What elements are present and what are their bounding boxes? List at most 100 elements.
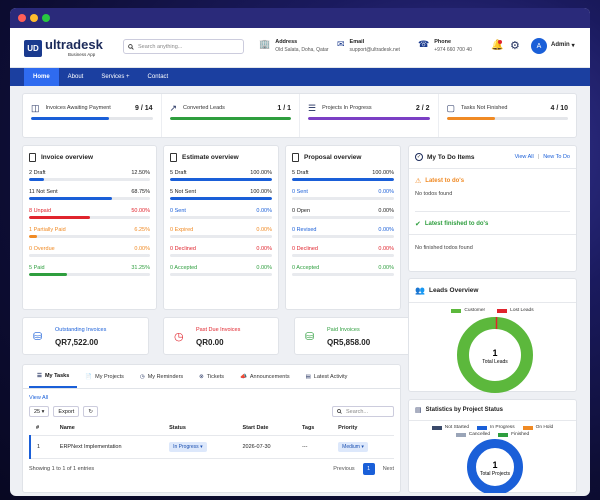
overview-row-percent: 50.00% <box>131 208 150 214</box>
overview-row[interactable]: 5 Not Sent 100.00% <box>164 189 278 200</box>
global-search[interactable]: Search anything... <box>123 39 244 54</box>
bar-chart-icon: ▤ <box>415 407 422 414</box>
overview-row-text: 0 Sent 0.00% <box>170 208 272 214</box>
pagination-page[interactable]: 1 <box>362 463 375 475</box>
notification-bell-icon[interactable]: 🔔 <box>491 40 504 51</box>
stat-row: ◫ Invoices Awaiting Payment 9 / 14 <box>23 101 161 115</box>
avatar[interactable]: A <box>531 38 547 54</box>
pie-center-value: 1 <box>492 460 497 470</box>
task-tags: --- <box>295 435 333 459</box>
export-button[interactable]: Export <box>53 406 80 417</box>
column-header[interactable]: Start Date <box>236 421 296 436</box>
close-window-button[interactable] <box>18 14 26 22</box>
overview-progress-bar <box>292 273 394 276</box>
overview-row[interactable]: 8 Unpaid 50.00% <box>23 208 156 219</box>
maximize-window-button[interactable] <box>42 14 50 22</box>
pie-slice-in-progress[interactable] <box>467 439 523 493</box>
overview-row[interactable]: 0 Open 0.00% <box>286 208 400 219</box>
overview-row[interactable]: 0 Declined 0.00% <box>164 246 278 257</box>
overview-row[interactable]: 0 Accepted 0.00% <box>164 265 278 276</box>
column-header[interactable]: Status <box>163 421 237 436</box>
tab-label: My Reminders <box>147 373 184 380</box>
legend-item[interactable]: Cancelled <box>455 432 490 437</box>
phone-value[interactable]: +974 660 700 40 <box>434 47 472 53</box>
email-value[interactable]: support@ultradesk.net <box>349 47 400 53</box>
overview-progress-bar <box>292 254 394 257</box>
overview-row-label: 5 Draft <box>170 170 187 176</box>
legend-item[interactable]: Customer <box>451 308 485 313</box>
legend-item[interactable]: Lost Leads <box>497 308 534 313</box>
nav-about[interactable]: About <box>67 74 84 80</box>
overview-row[interactable]: 5 Draft 100.00% <box>286 170 400 181</box>
stat-item[interactable]: ◫ Invoices Awaiting Payment 9 / 14 <box>23 94 162 137</box>
overview-row-text: 8 Unpaid 50.00% <box>29 208 150 214</box>
gear-icon[interactable]: ⚙ <box>510 40 520 52</box>
tab-tickets[interactable]: ⊗ Tickets <box>191 365 232 388</box>
overview-row[interactable]: 0 Expired 0.00% <box>164 227 278 238</box>
overview-row[interactable]: 0 Accepted 0.00% <box>286 265 400 276</box>
amount-value: QR7,522.00 <box>55 338 99 347</box>
tab-latest-activity[interactable]: ▤ Latest Activity <box>298 365 356 388</box>
task-status-dropdown[interactable]: In Progress ▾ <box>169 442 207 452</box>
todo-view-all-link[interactable]: View All <box>514 154 534 160</box>
refresh-button[interactable]: ↻ <box>83 406 98 417</box>
pie-slice-customer[interactable] <box>457 317 533 393</box>
amount-card[interactable]: ⛁ Outstanding Invoices QR7,522.00 <box>22 317 149 355</box>
stat-item[interactable]: ☰ Projects In Progress 2 / 2 <box>300 94 439 137</box>
overview-row[interactable]: 5 Draft 100.00% <box>164 170 278 181</box>
column-header[interactable]: Tags <box>295 421 333 436</box>
tab-my-reminders[interactable]: ◷ My Reminders <box>132 365 191 388</box>
overview-row[interactable]: 1 Partially Paid 6.25% <box>23 227 156 238</box>
tasks-search-input[interactable]: Search... <box>332 406 394 417</box>
pagination-previous[interactable]: Previous <box>333 466 355 472</box>
stat-item[interactable]: ↗ Converted Leads 1 / 1 <box>162 94 300 137</box>
tab-announcements[interactable]: 📣 Announcements <box>232 365 298 388</box>
stat-item[interactable]: ▢ Tasks Not Finished 4 / 10 <box>439 94 577 137</box>
nav-services[interactable]: Services + <box>101 74 130 80</box>
overview-row[interactable]: 0 Declined 0.00% <box>286 246 400 257</box>
task-start-date: 2026-07-30 <box>236 435 296 459</box>
tab-my-tasks[interactable]: ☰ My Tasks <box>29 365 78 388</box>
legend-item[interactable]: In Progress <box>477 425 515 430</box>
pagination-next[interactable]: Next <box>382 466 394 472</box>
overview-row[interactable]: 0 Overdue 0.00% <box>23 246 156 257</box>
overview-row[interactable]: 11 Not Sent 68.75% <box>23 189 156 200</box>
overview-row[interactable]: 0 Sent 0.00% <box>164 208 278 219</box>
page-size-select[interactable]: 25 ▾ <box>29 406 50 417</box>
new-todo-link[interactable]: New To Do <box>543 154 570 160</box>
overview-progress-fill <box>292 178 394 181</box>
overview-row[interactable]: 2 Draft 12.50% <box>23 170 156 181</box>
overview-row-text: 0 Revised 0.00% <box>292 227 394 233</box>
document-icon <box>170 153 177 162</box>
legend-item[interactable]: On Hold <box>522 425 553 430</box>
minimize-window-button[interactable] <box>30 14 38 22</box>
column-header[interactable]: Priority <box>332 421 394 436</box>
warning-icon: ⚠ <box>415 178 422 185</box>
table-row[interactable]: 1 ERPNext Implementation In Progress ▾ 2026… <box>29 435 394 459</box>
amount-card[interactable]: ◷ Past Due Invoices QR0.00 <box>163 317 279 355</box>
overview-row[interactable]: 5 Paid 31.25% <box>23 265 156 276</box>
nav-contact[interactable]: Contact <box>147 74 169 80</box>
task-priority-dropdown[interactable]: Medium ▾ <box>338 442 368 452</box>
task-name[interactable]: ERPNext Implementation <box>53 435 164 459</box>
user-menu[interactable]: Admin ▾ <box>551 42 575 49</box>
overview-progress-bar <box>170 273 272 276</box>
estimate-overview-card: Estimate overview 5 Draft 100.00% 5 Not Se… <box>163 145 279 310</box>
amount-card[interactable]: ⛁ Paid Invoices QR5,858.00 <box>294 317 413 355</box>
tasks-view-all-link[interactable]: View All <box>29 395 49 401</box>
overview-row-percent: 0.00% <box>256 208 272 214</box>
column-header[interactable]: Name <box>53 421 164 436</box>
column-header[interactable]: # <box>30 421 54 436</box>
overview-row-label: 0 Accepted <box>292 265 320 271</box>
overview-row-label: 0 Overdue <box>29 246 55 252</box>
overview-row[interactable]: 0 Sent 0.00% <box>286 189 400 200</box>
legend-item[interactable]: Finished <box>498 432 529 437</box>
legend-swatch <box>455 432 466 437</box>
overview-row[interactable]: 0 Revised 0.00% <box>286 227 400 238</box>
legend-item[interactable]: Not Started <box>431 425 469 430</box>
logo-mark[interactable]: UD <box>24 40 42 57</box>
nav-home[interactable]: Home <box>24 68 59 86</box>
tab-my-projects[interactable]: 📄 My Projects <box>77 365 132 388</box>
overview-row-text: 11 Not Sent 68.75% <box>29 189 150 195</box>
building-icon: 🏢 <box>259 39 271 49</box>
